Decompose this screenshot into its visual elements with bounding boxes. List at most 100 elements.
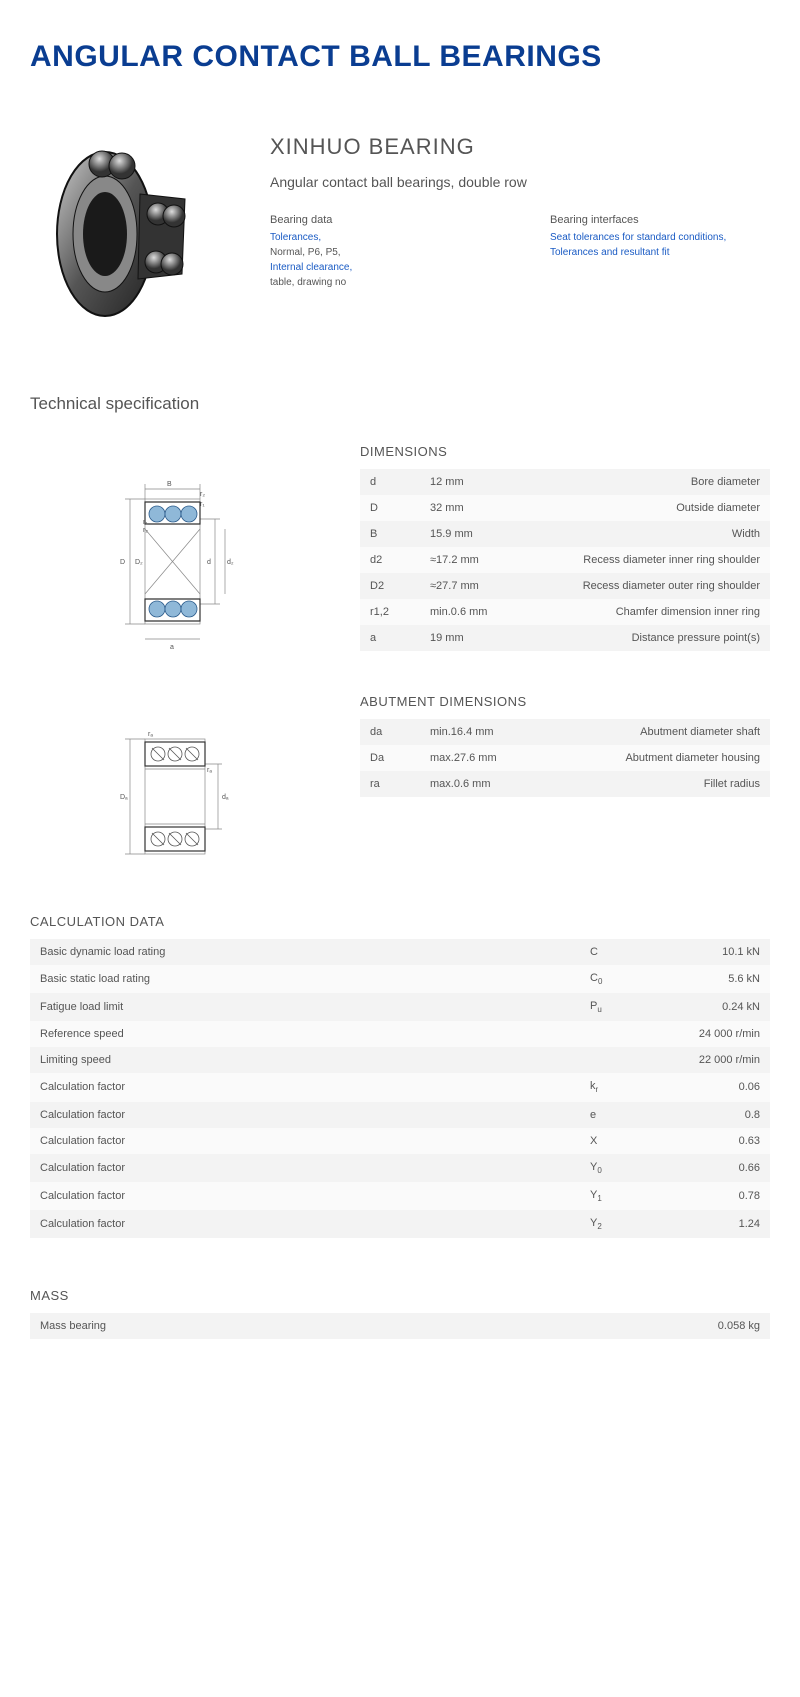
dim-symbol: a bbox=[360, 625, 420, 651]
dimensions-section: B DD₂ dd₂ r₂r₁ r₁r₂ a DIMENSIONS d12 mmB… bbox=[30, 444, 770, 654]
bearing-data-title: Bearing data bbox=[270, 214, 490, 226]
calc-label: Basic dynamic load rating bbox=[30, 939, 580, 965]
abut-desc: Abutment diameter housing bbox=[510, 745, 770, 771]
abutment-section: Dₐ dₐ rₐ rₐ ABUTMENT DIMENSIONS damin.16… bbox=[30, 694, 770, 874]
abut-desc: Fillet radius bbox=[510, 771, 770, 797]
calc-symbol: X bbox=[580, 1128, 660, 1154]
data-text: Normal, P6, P5, bbox=[270, 247, 490, 258]
mass-table: Mass bearing0.058 kg bbox=[30, 1313, 770, 1339]
calc-symbol bbox=[580, 1047, 660, 1073]
dim-desc: Bore diameter bbox=[510, 469, 770, 495]
table-row: Mass bearing0.058 kg bbox=[30, 1313, 770, 1339]
tech-spec-title: Technical specification bbox=[30, 394, 770, 414]
dimensions-table: d12 mmBore diameterD32 mmOutside diamete… bbox=[360, 469, 770, 651]
table-row: D32 mmOutside diameter bbox=[360, 495, 770, 521]
calc-label: Calculation factor bbox=[30, 1073, 580, 1101]
table-row: Damax.27.6 mmAbutment diameter housing bbox=[360, 745, 770, 771]
calc-value: 5.6 kN bbox=[660, 965, 770, 993]
table-row: ramax.0.6 mmFillet radius bbox=[360, 771, 770, 797]
bearing-data-col: Bearing data Tolerances, Normal, P6, P5, I… bbox=[270, 214, 490, 292]
data-link[interactable]: Internal clearance, bbox=[270, 262, 490, 273]
calc-label: Calculation factor bbox=[30, 1102, 580, 1128]
table-row: d12 mmBore diameter bbox=[360, 469, 770, 495]
calc-symbol: kr bbox=[580, 1073, 660, 1101]
table-row: Calculation factorY21.24 bbox=[30, 1210, 770, 1238]
page-title: ANGULAR CONTACT BALL BEARINGS bbox=[30, 40, 770, 74]
dim-value: 19 mm bbox=[420, 625, 510, 651]
bearing-interfaces-col: Bearing interfaces Seat tolerances for s… bbox=[550, 214, 770, 292]
svg-text:r₂: r₂ bbox=[143, 527, 148, 534]
abut-value: min.16.4 mm bbox=[420, 719, 510, 745]
mass-value: 0.058 kg bbox=[650, 1313, 770, 1339]
calc-symbol: Y1 bbox=[580, 1182, 660, 1210]
bearing-interfaces-title: Bearing interfaces bbox=[550, 214, 770, 226]
abut-value: max.0.6 mm bbox=[420, 771, 510, 797]
svg-text:d₂: d₂ bbox=[227, 559, 234, 566]
svg-text:a: a bbox=[170, 644, 174, 651]
product-subtitle: Angular contact ball bearings, double ro… bbox=[270, 174, 770, 190]
abut-symbol: da bbox=[360, 719, 420, 745]
calc-value: 24 000 r/min bbox=[660, 1021, 770, 1047]
svg-text:r₂: r₂ bbox=[200, 491, 205, 498]
calc-label: Calculation factor bbox=[30, 1128, 580, 1154]
calc-value: 22 000 r/min bbox=[660, 1047, 770, 1073]
table-row: D2≈27.7 mmRecess diameter outer ring sho… bbox=[360, 573, 770, 599]
dim-symbol: d2 bbox=[360, 547, 420, 573]
calc-value: 0.8 bbox=[660, 1102, 770, 1128]
svg-text:D₂: D₂ bbox=[135, 559, 143, 566]
dim-value: min.0.6 mm bbox=[420, 599, 510, 625]
data-link[interactable]: Tolerances, bbox=[270, 232, 490, 243]
table-row: d2≈17.2 mmRecess diameter inner ring sho… bbox=[360, 547, 770, 573]
calc-label: Reference speed bbox=[30, 1021, 580, 1047]
data-link[interactable]: Tolerances and resultant fit bbox=[550, 247, 770, 258]
dim-value: 15.9 mm bbox=[420, 521, 510, 547]
dim-desc: Recess diameter outer ring shoulder bbox=[510, 573, 770, 599]
mass-section: MASS Mass bearing0.058 kg bbox=[30, 1288, 770, 1339]
table-row: Calculation factorY00.66 bbox=[30, 1154, 770, 1182]
dim-value: ≈27.7 mm bbox=[420, 573, 510, 599]
table-row: r1,2min.0.6 mmChamfer dimension inner ri… bbox=[360, 599, 770, 625]
svg-text:rₐ: rₐ bbox=[148, 731, 153, 738]
mass-title: MASS bbox=[30, 1288, 770, 1303]
table-row: a19 mmDistance pressure point(s) bbox=[360, 625, 770, 651]
header-row: XINHUO BEARING Angular contact ball bear… bbox=[30, 134, 770, 334]
dim-desc: Width bbox=[510, 521, 770, 547]
calc-symbol: e bbox=[580, 1102, 660, 1128]
abutment-table: damin.16.4 mmAbutment diameter shaftDama… bbox=[360, 719, 770, 797]
svg-text:dₐ: dₐ bbox=[222, 794, 229, 801]
dim-desc: Outside diameter bbox=[510, 495, 770, 521]
data-link[interactable]: Seat tolerances for standard conditions, bbox=[550, 232, 770, 243]
table-row: Calculation factorX0.63 bbox=[30, 1128, 770, 1154]
calc-symbol: Y2 bbox=[580, 1210, 660, 1238]
dim-symbol: D bbox=[360, 495, 420, 521]
calc-value: 1.24 bbox=[660, 1210, 770, 1238]
table-row: Reference speed 24 000 r/min bbox=[30, 1021, 770, 1047]
calc-label: Fatigue load limit bbox=[30, 993, 580, 1021]
calc-label: Calculation factor bbox=[30, 1182, 580, 1210]
calc-label: Limiting speed bbox=[30, 1047, 580, 1073]
dimensions-diagram: B DD₂ dd₂ r₂r₁ r₁r₂ a bbox=[30, 444, 330, 654]
dim-desc: Chamfer dimension inner ring bbox=[510, 599, 770, 625]
table-row: Limiting speed 22 000 r/min bbox=[30, 1047, 770, 1073]
calc-symbol: Y0 bbox=[580, 1154, 660, 1182]
table-row: Calculation factorY10.78 bbox=[30, 1182, 770, 1210]
svg-text:r₁: r₁ bbox=[200, 501, 205, 508]
dim-symbol: r1,2 bbox=[360, 599, 420, 625]
abut-desc: Abutment diameter shaft bbox=[510, 719, 770, 745]
dim-value: 32 mm bbox=[420, 495, 510, 521]
table-row: Basic static load ratingC05.6 kN bbox=[30, 965, 770, 993]
svg-text:r₁: r₁ bbox=[143, 519, 148, 526]
table-row: Basic dynamic load ratingC10.1 kN bbox=[30, 939, 770, 965]
calc-symbol bbox=[580, 1021, 660, 1047]
calc-value: 0.63 bbox=[660, 1128, 770, 1154]
calc-symbol: C bbox=[580, 939, 660, 965]
dim-symbol: D2 bbox=[360, 573, 420, 599]
dim-symbol: d bbox=[360, 469, 420, 495]
calculation-title: CALCULATION DATA bbox=[30, 914, 770, 929]
svg-text:D: D bbox=[120, 559, 125, 566]
dim-value: ≈17.2 mm bbox=[420, 547, 510, 573]
svg-text:Dₐ: Dₐ bbox=[120, 794, 128, 801]
abut-symbol: ra bbox=[360, 771, 420, 797]
dim-value: 12 mm bbox=[420, 469, 510, 495]
table-row: Calculation factorkr0.06 bbox=[30, 1073, 770, 1101]
